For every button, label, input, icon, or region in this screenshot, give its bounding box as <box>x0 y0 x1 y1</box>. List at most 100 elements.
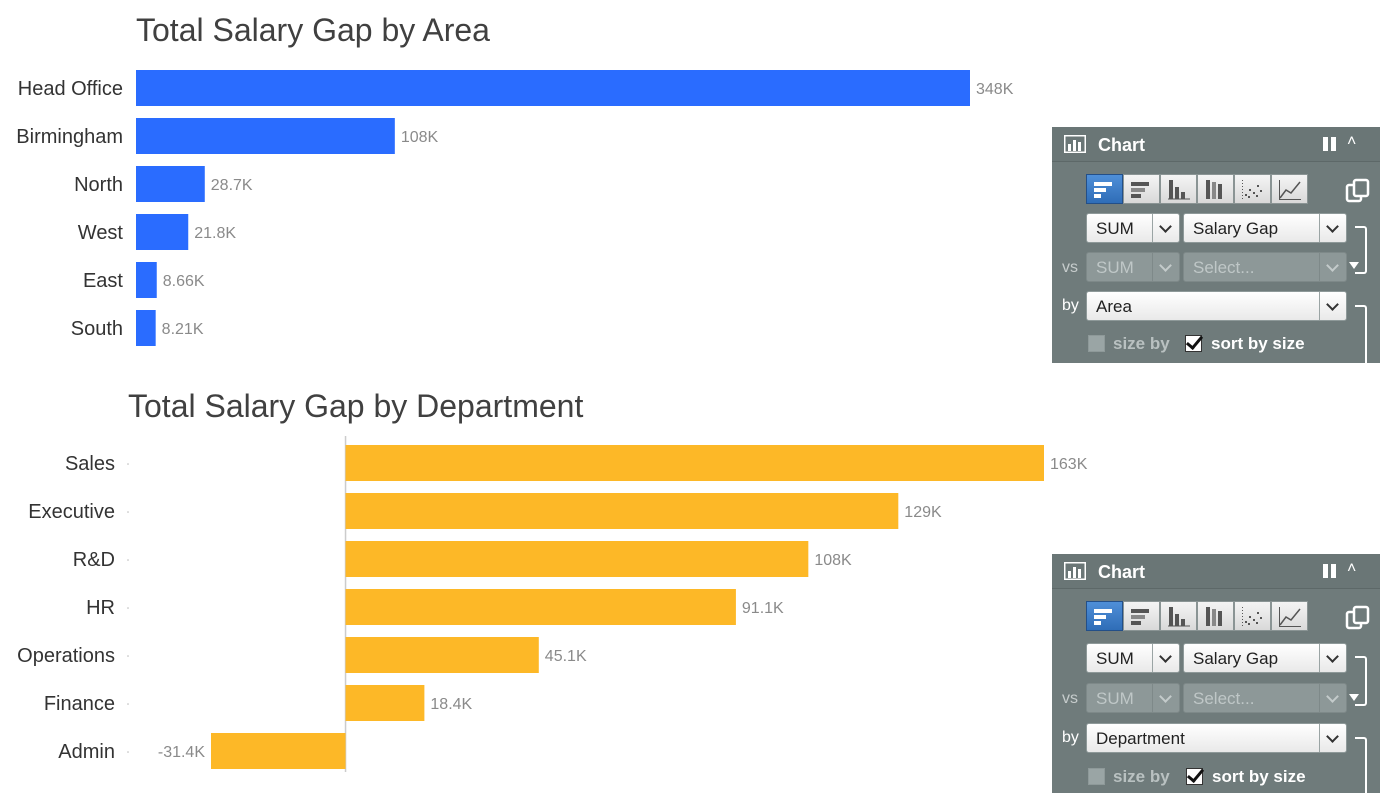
value-label: 8.66K <box>163 273 205 290</box>
chart-title-department: Total Salary Gap by Department <box>128 388 584 424</box>
category-label: Admin <box>58 741 115 763</box>
bar[interactable] <box>136 262 157 298</box>
line-button[interactable] <box>1271 601 1308 631</box>
column-stacked-button[interactable] <box>1197 601 1234 631</box>
line-button[interactable] <box>1271 174 1308 204</box>
copy-icon[interactable] <box>1345 605 1371 631</box>
bar[interactable] <box>345 445 1044 481</box>
bar-stacked-horizontal-icon <box>1131 182 1149 198</box>
category-label: East <box>83 270 123 292</box>
bar-horizontal-button[interactable] <box>1086 174 1123 204</box>
compare-aggregate-select[interactable]: SUM <box>1086 252 1180 282</box>
category-label: Operations <box>17 645 115 667</box>
sort-by-size-label: sort by size <box>1211 334 1305 353</box>
bar[interactable] <box>345 589 736 625</box>
tick-mark <box>127 655 129 657</box>
value-label: 28.7K <box>211 177 253 194</box>
dimension-select[interactable]: Area <box>1086 291 1347 321</box>
compare-measure-select[interactable]: Select... <box>1183 252 1347 282</box>
aggregate-select[interactable]: SUM <box>1086 643 1180 673</box>
bar[interactable] <box>345 685 425 721</box>
value-label: 163K <box>1050 456 1088 473</box>
bar-horizontal-icon <box>1094 609 1112 625</box>
category-label: West <box>78 222 124 244</box>
value-label: 91.1K <box>742 600 784 617</box>
column-stacked-button[interactable] <box>1197 174 1234 204</box>
bar[interactable] <box>136 310 156 346</box>
collapse-icon[interactable]: ˄ <box>1347 133 1357 150</box>
by-label: by <box>1062 729 1079 746</box>
panel-title: Chart <box>1098 135 1146 155</box>
tick-mark <box>127 703 129 705</box>
copy-icon[interactable] <box>1345 178 1371 204</box>
chart-icon <box>1064 562 1086 580</box>
bar[interactable] <box>345 493 899 529</box>
chart-icon <box>1064 135 1086 153</box>
bar[interactable] <box>345 637 539 673</box>
bar[interactable] <box>136 166 205 202</box>
panel-header: Chart ˄ <box>1052 127 1380 162</box>
area-bar-chart: Head Office 348K Birmingham 108K North 28.7K W… <box>16 70 1014 346</box>
bar-stacked-horizontal-button[interactable] <box>1123 601 1160 631</box>
dimension-select[interactable]: Department <box>1086 723 1347 753</box>
value-label: -31.4K <box>158 744 205 761</box>
column-icon <box>1168 180 1190 200</box>
tick-mark <box>127 559 129 561</box>
bar-horizontal-icon <box>1094 182 1112 198</box>
compare-aggregate-select[interactable]: SUM <box>1086 683 1180 713</box>
arrow-down-icon <box>1349 262 1359 269</box>
column-button[interactable] <box>1160 174 1197 204</box>
bar-stacked-horizontal-button[interactable] <box>1123 174 1160 204</box>
size-by-label: size by <box>1113 334 1170 353</box>
column-button[interactable] <box>1160 601 1197 631</box>
sort-by-size-checkbox[interactable] <box>1186 768 1203 785</box>
measure-select[interactable]: Salary Gap <box>1183 643 1347 673</box>
chevron-down-icon <box>1152 253 1179 281</box>
tick-mark <box>127 751 129 753</box>
pause-icon[interactable] <box>1323 137 1337 151</box>
compare-measure-select[interactable]: Select... <box>1183 683 1347 713</box>
category-label: HR <box>86 597 115 619</box>
size-by-checkbox[interactable] <box>1088 768 1105 785</box>
pause-icon[interactable] <box>1323 564 1337 578</box>
bar[interactable] <box>136 118 395 154</box>
bar[interactable] <box>345 541 809 577</box>
bar[interactable] <box>136 214 189 250</box>
chevron-down-icon <box>1319 684 1346 712</box>
chevron-down-icon <box>1152 644 1179 672</box>
sort-by-size-checkbox[interactable] <box>1185 335 1202 352</box>
panel-header: Chart ˄ <box>1052 554 1380 589</box>
aggregate-select[interactable]: SUM <box>1086 213 1180 243</box>
measure-select[interactable]: Salary Gap <box>1183 213 1347 243</box>
chart-settings-panel: Chart ˄ SUM Salary Gap vs SUM Select... … <box>1052 554 1380 793</box>
chevron-down-icon <box>1319 644 1346 672</box>
tick-mark <box>127 607 129 609</box>
bar[interactable] <box>211 733 346 769</box>
bar[interactable] <box>136 70 970 106</box>
swap-bracket-icon[interactable] <box>1355 305 1367 363</box>
category-label: Sales <box>65 453 115 475</box>
scatter-icon <box>1242 607 1262 627</box>
value-label: 348K <box>976 81 1014 98</box>
value-label: 8.21K <box>162 321 204 338</box>
column-stacked-icon <box>1206 180 1222 199</box>
scatter-button[interactable] <box>1234 601 1271 631</box>
scatter-icon <box>1242 180 1262 200</box>
bar-horizontal-button[interactable] <box>1086 601 1123 631</box>
chevron-down-icon <box>1319 253 1346 281</box>
tick-mark <box>127 463 129 465</box>
arrow-down-icon <box>1349 694 1359 701</box>
value-label: 45.1K <box>545 648 587 665</box>
scatter-button[interactable] <box>1234 174 1271 204</box>
by-label: by <box>1062 297 1079 314</box>
collapse-icon[interactable]: ˄ <box>1347 560 1357 577</box>
value-label: 18.4K <box>430 696 472 713</box>
chart-settings-panel: Chart ˄ SUM Salary Gap vs SUM Select... … <box>1052 127 1380 363</box>
swap-bracket-icon[interactable] <box>1355 226 1367 274</box>
size-by-checkbox[interactable] <box>1088 335 1105 352</box>
line-icon <box>1279 607 1301 627</box>
category-label: South <box>71 318 123 340</box>
swap-bracket-icon[interactable] <box>1355 737 1367 793</box>
chart-type-selector <box>1086 174 1308 206</box>
swap-bracket-icon[interactable] <box>1355 656 1367 706</box>
